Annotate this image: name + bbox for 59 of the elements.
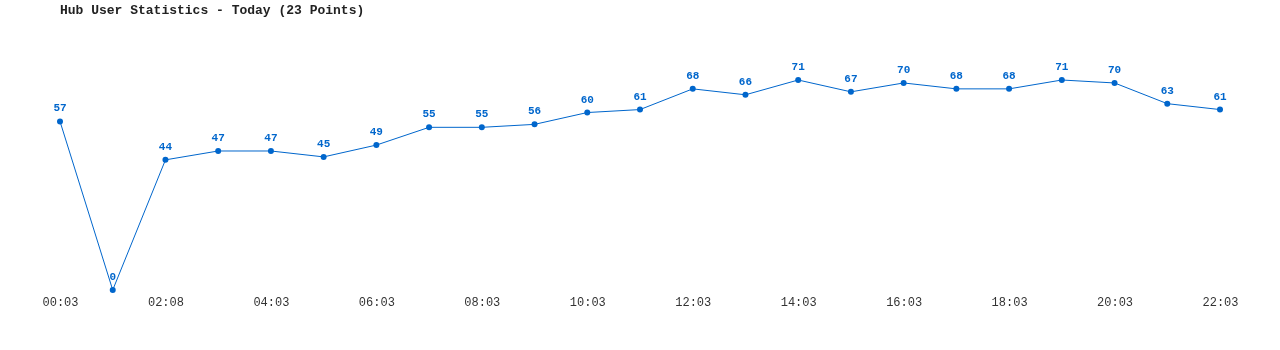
point	[373, 142, 380, 149]
data-label: 61	[1213, 90, 1227, 103]
point	[637, 106, 643, 113]
x-tick-label: 00:03	[42, 295, 79, 310]
point	[426, 124, 433, 131]
data-label: 61	[633, 90, 647, 103]
data-label: 68	[949, 69, 964, 82]
point	[1164, 100, 1171, 107]
data-label: 70	[897, 63, 911, 76]
data-label: 66	[738, 75, 753, 88]
data-label: 68	[1002, 69, 1017, 82]
data-label: 47	[264, 131, 278, 144]
data-label: 0	[109, 271, 117, 283]
point	[1006, 85, 1013, 92]
point	[162, 156, 169, 163]
point	[1111, 79, 1118, 86]
data-label: 63	[1160, 84, 1175, 97]
x-tick-label: 12:03	[675, 295, 712, 310]
x-tick-label: 08:03	[464, 295, 501, 310]
data-label: 71	[791, 61, 806, 73]
data-label: 49	[369, 126, 383, 139]
point	[689, 85, 696, 92]
data-label: 47	[211, 131, 225, 144]
point	[215, 147, 222, 154]
x-tick-label: 14:03	[780, 295, 817, 310]
x-tick-label: 20:03	[1097, 295, 1134, 310]
x-tick-label: 22:03	[1202, 295, 1239, 310]
point	[1217, 106, 1223, 113]
point	[795, 77, 802, 83]
point	[531, 121, 538, 128]
point	[584, 109, 591, 116]
point	[109, 287, 116, 293]
data-label: 45	[317, 137, 331, 150]
data-label: 67	[844, 72, 858, 85]
x-tick-label: 02:08	[147, 295, 184, 310]
point	[478, 124, 485, 131]
point	[320, 153, 327, 160]
point	[1058, 77, 1065, 83]
point	[742, 91, 749, 98]
x-tick-label: 06:03	[358, 295, 395, 310]
data-label: 44	[158, 140, 173, 153]
point	[900, 79, 907, 86]
x-tick-label: 18:03	[991, 295, 1028, 310]
data-label: 70	[1107, 63, 1122, 76]
x-tick-label: 04:03	[253, 295, 290, 310]
data-label: 71	[1055, 61, 1069, 73]
x-tick-label: 16:03	[886, 295, 923, 310]
data-label: 57	[53, 102, 67, 115]
point	[267, 147, 274, 154]
point	[57, 118, 63, 125]
chart-title: Hub User Statistics - Today (23 Points)	[60, 3, 365, 18]
point	[953, 85, 960, 92]
x-tick-label: 10:03	[569, 295, 606, 310]
data-label: 55	[475, 108, 489, 121]
data-label: 68	[686, 69, 700, 82]
data-label: 55	[422, 108, 437, 121]
data-label: 56	[527, 105, 542, 118]
data-label: 60	[580, 93, 594, 106]
point	[847, 88, 854, 95]
